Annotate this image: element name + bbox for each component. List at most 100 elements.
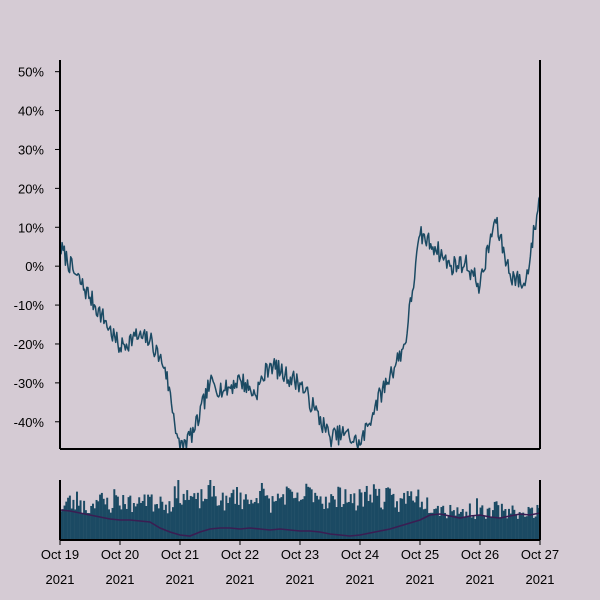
volume-bar [61, 509, 64, 540]
volume-bar [172, 507, 174, 540]
volume-bar [349, 494, 352, 540]
volume-bar [316, 495, 318, 540]
volume-bar [77, 505, 80, 540]
volume-bar [298, 501, 301, 540]
volume-bar [234, 503, 237, 540]
price-line [59, 195, 541, 450]
volume-bar [515, 515, 518, 540]
volume-bar [454, 515, 457, 540]
volume-bar [237, 504, 240, 540]
volume-bar [134, 506, 137, 540]
volume-bar [376, 495, 379, 540]
volume-bar [417, 489, 420, 540]
volume-bar [276, 493, 279, 540]
volume-bar [115, 495, 118, 540]
volume-bar [291, 491, 294, 540]
volume-bar [383, 501, 386, 540]
volume-bar [440, 507, 443, 540]
volume-bar [447, 515, 450, 540]
volume-bar [474, 519, 477, 540]
volume-bar [136, 503, 139, 540]
volume-bar [333, 499, 336, 540]
y-tick-label: -10% [14, 298, 45, 313]
volume-bar [214, 496, 217, 540]
volume-bar [353, 493, 356, 540]
volume-bar [268, 498, 270, 540]
volume-bar [467, 517, 470, 540]
volume-bar [284, 504, 286, 540]
volume-bar [420, 501, 423, 540]
volume-bar [67, 497, 70, 540]
volume-bar [369, 494, 372, 540]
volume-bar [483, 516, 486, 540]
x-tick-label-year: 2021 [346, 572, 375, 587]
volume-bar [102, 498, 105, 540]
volume-bar [124, 504, 126, 540]
volume-bar [70, 508, 73, 540]
volume-bar [266, 495, 269, 540]
volume-bar [344, 489, 347, 540]
volume-bar [131, 512, 134, 540]
volume-bar [477, 514, 480, 540]
volume-bar [92, 503, 94, 540]
volume-bar [211, 496, 214, 540]
volume-bar [529, 508, 532, 540]
x-tick-label-date: Oct 23 [281, 547, 319, 562]
volume-bar [74, 509, 77, 540]
volume-bar [150, 494, 153, 540]
volume-bar [508, 508, 510, 540]
volume-bar [371, 502, 374, 540]
x-axis: Oct 19 2021 Oct 20 2021 Oct 21 2021 Oct 22 2021… [41, 540, 559, 587]
y-tick-label: 20% [18, 181, 44, 196]
volume-bar [511, 505, 514, 540]
volume-bar [387, 487, 390, 540]
volume-bar [445, 518, 448, 540]
volume-bar [340, 506, 343, 540]
volume-bar [156, 504, 158, 540]
volume-bar [490, 516, 493, 540]
volume-bar [300, 499, 302, 540]
volume-bar [472, 515, 475, 540]
volume-bar [145, 506, 148, 540]
volume-bar [520, 513, 523, 540]
volume-bar [488, 507, 491, 540]
volume-bar [468, 503, 471, 540]
volume-bar [319, 496, 322, 540]
volume-bar [132, 503, 135, 540]
volume-bar [412, 500, 414, 540]
volume-bar [317, 499, 320, 540]
volume-bar [339, 487, 342, 540]
x-tick-label-date: Oct 20 [101, 547, 139, 562]
volume-bar [522, 512, 525, 540]
volume-bar [65, 501, 68, 540]
volume-bar [481, 505, 484, 540]
volume-bar [241, 509, 244, 540]
volume-bar [271, 496, 274, 540]
volume-bar [179, 503, 182, 540]
volume-bar [351, 503, 354, 540]
volume-bar [220, 500, 222, 540]
volume-bar [504, 509, 507, 540]
volume-bar [248, 504, 251, 540]
volume-bar [308, 487, 311, 540]
volume-bar [108, 509, 110, 540]
volume-bar [460, 511, 462, 540]
volume-bar [275, 500, 278, 540]
volume-bar [358, 489, 361, 540]
volume-bar [191, 496, 194, 540]
volume-bar [264, 495, 267, 540]
volume-bar [534, 516, 537, 540]
volume-bar [348, 501, 350, 540]
volume-bar [372, 484, 375, 540]
volume-bar [205, 499, 208, 540]
volume-bar [310, 489, 313, 540]
x-tick-label-year: 2021 [286, 572, 315, 587]
volume-bar [193, 493, 196, 540]
x-tick-label-date: Oct 21 [161, 547, 199, 562]
volume-bar [221, 492, 224, 540]
volume-bar [120, 509, 123, 540]
volume-bar [422, 509, 425, 540]
volume-bar [204, 498, 206, 540]
volume-bar [380, 507, 382, 540]
